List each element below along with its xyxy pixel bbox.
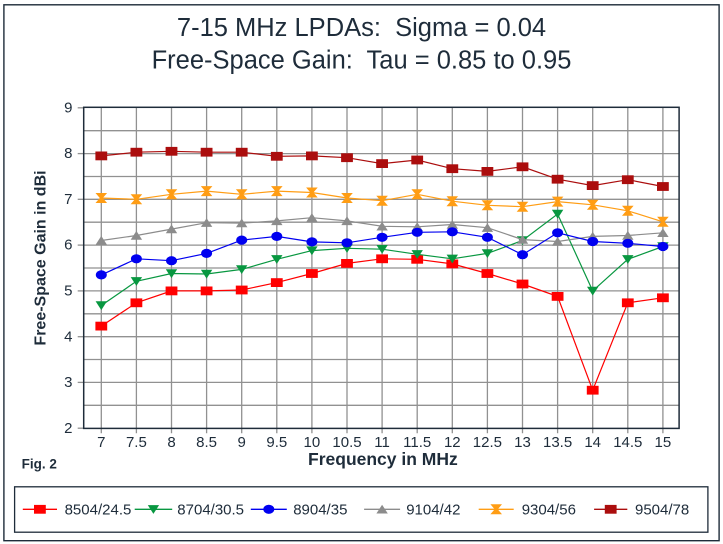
svg-text:7-15 MHz LPDAs: Sigma = 0.04: 7-15 MHz LPDAs: Sigma = 0.04 (177, 14, 546, 42)
svg-text:4: 4 (64, 328, 72, 345)
svg-text:9504/78: 9504/78 (635, 502, 689, 519)
svg-text:3: 3 (64, 374, 72, 391)
svg-text:9304/56: 9304/56 (522, 502, 576, 519)
svg-text:8: 8 (64, 145, 72, 162)
svg-text:15: 15 (655, 434, 672, 451)
svg-text:9.5: 9.5 (266, 434, 287, 451)
svg-text:8704/30.5: 8704/30.5 (177, 502, 244, 519)
svg-text:Fig. 2: Fig. 2 (22, 457, 57, 472)
svg-text:5: 5 (64, 283, 72, 300)
svg-text:7: 7 (97, 434, 105, 451)
svg-text:7.5: 7.5 (126, 434, 147, 451)
svg-text:13: 13 (514, 434, 531, 451)
svg-text:14.5: 14.5 (613, 434, 642, 451)
svg-text:8504/24.5: 8504/24.5 (65, 502, 132, 519)
svg-text:12: 12 (444, 434, 461, 451)
svg-text:9: 9 (238, 434, 246, 451)
svg-text:7: 7 (64, 191, 72, 208)
svg-text:8: 8 (167, 434, 175, 451)
svg-text:8.5: 8.5 (196, 434, 217, 451)
svg-text:10: 10 (304, 434, 321, 451)
svg-text:2: 2 (64, 420, 72, 437)
svg-text:11: 11 (374, 434, 390, 451)
svg-text:8904/35: 8904/35 (293, 502, 347, 519)
svg-text:10.5: 10.5 (332, 434, 361, 451)
svg-text:Frequency in MHz: Frequency in MHz (308, 449, 458, 469)
svg-text:6: 6 (64, 237, 72, 254)
svg-text:14: 14 (584, 434, 601, 451)
svg-text:9: 9 (64, 99, 72, 116)
svg-text:12.5: 12.5 (473, 434, 502, 451)
svg-text:Free-Space Gain: Tau = 0.85 t: Free-Space Gain: Tau = 0.85 to 0.95 (152, 47, 572, 75)
svg-text:11.5: 11.5 (403, 434, 431, 451)
svg-text:Free-Space Gain in dBi: Free-Space Gain in dBi (33, 170, 50, 345)
svg-text:13.5: 13.5 (543, 434, 572, 451)
svg-text:9104/42: 9104/42 (406, 502, 460, 519)
